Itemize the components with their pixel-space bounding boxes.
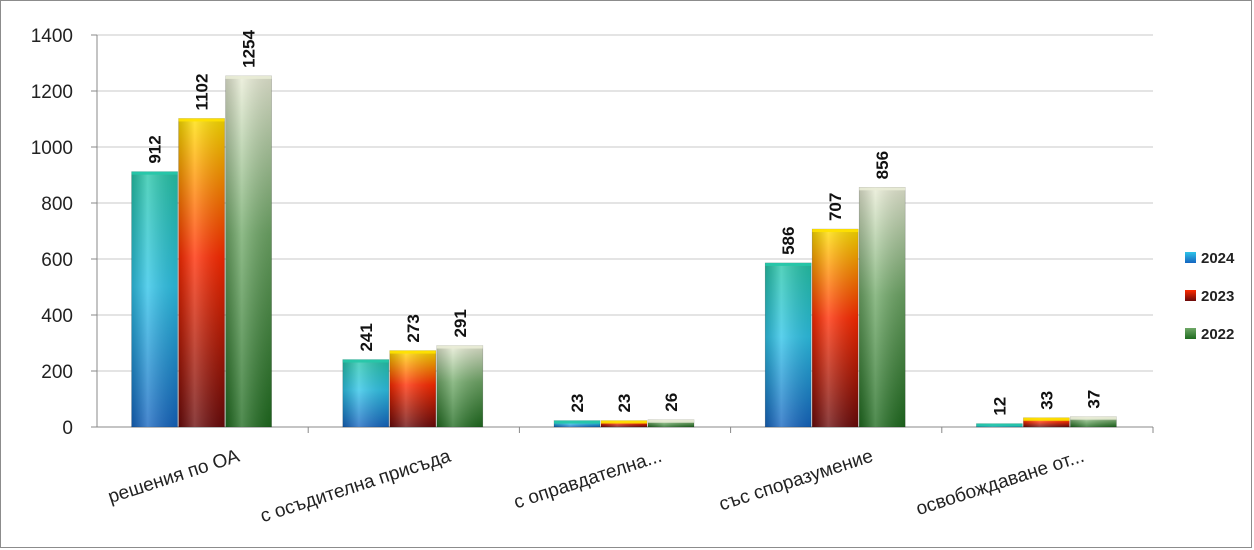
category-label: с осъдителна присъда	[258, 446, 454, 528]
bar-highlight	[342, 359, 389, 427]
data-label: 291	[451, 309, 470, 337]
bar-highlight	[389, 350, 436, 427]
bar-highlight	[648, 419, 694, 427]
y-tick-label: 1400	[31, 26, 73, 47]
bar-rim	[436, 345, 483, 349]
data-label: 1254	[240, 30, 259, 68]
y-tick-label: 1000	[31, 138, 73, 159]
data-label: 23	[568, 394, 587, 413]
bar-rim	[178, 118, 225, 122]
bar-highlight	[1070, 416, 1117, 427]
data-label: 23	[615, 394, 634, 413]
data-label: 12	[990, 397, 1009, 416]
bar-rim	[225, 75, 272, 79]
data-label: 273	[404, 314, 423, 342]
bar-rim	[1070, 416, 1117, 420]
y-tick-label: 0	[62, 418, 73, 439]
legend-swatch-2024	[1185, 252, 1196, 263]
category-label: освобождаване от...	[914, 446, 1087, 520]
bar-rim	[976, 423, 1023, 427]
bar-rim	[648, 419, 694, 423]
y-tick-label: 800	[41, 194, 73, 215]
data-label: 912	[146, 135, 165, 163]
data-label: 856	[873, 151, 892, 179]
y-tick-label: 600	[41, 250, 73, 271]
bar-rim	[859, 187, 906, 191]
y-tick-label: 1200	[31, 82, 73, 103]
bar-rim	[131, 171, 178, 175]
category-label: със споразумение	[717, 446, 876, 516]
category-label: с оправдателна...	[511, 446, 664, 514]
legend-label: 2024	[1201, 250, 1235, 267]
bar-highlight	[1023, 417, 1070, 427]
legend-label: 2022	[1201, 326, 1234, 343]
data-label: 241	[357, 323, 376, 351]
legend-swatch-2022	[1185, 328, 1196, 339]
bar-highlight	[812, 229, 859, 427]
data-labels: 912 1102 1254 241 273 291 23 23 26 586 707 856 12 33 3…	[146, 30, 1104, 416]
bar-rim	[389, 350, 436, 354]
bar-rim	[554, 420, 600, 424]
bar-highlight	[131, 171, 178, 427]
bar-highlight	[436, 345, 483, 427]
gridlines	[97, 34, 1153, 428]
legend: 2024 2023 2022	[1185, 250, 1235, 343]
bar-rim	[342, 359, 389, 363]
bar-highlight	[178, 118, 225, 427]
legend-swatch-2023	[1185, 290, 1196, 301]
data-label: 707	[826, 193, 845, 221]
bar-highlight	[859, 187, 906, 427]
bar-rim	[765, 262, 812, 266]
data-label: 586	[779, 227, 798, 255]
data-label: 1102	[193, 74, 212, 111]
y-tick-label: 200	[41, 362, 73, 383]
legend-label: 2023	[1201, 288, 1234, 305]
data-label: 26	[662, 393, 681, 412]
data-label: 37	[1084, 390, 1103, 409]
category-label: решения по ОА	[106, 446, 243, 508]
bars	[131, 75, 1117, 428]
bar-rim	[812, 229, 859, 233]
bar-rim	[1023, 417, 1070, 421]
bar-highlight	[765, 262, 812, 427]
bar-highlight	[225, 75, 272, 427]
bar-highlight	[554, 420, 600, 427]
bar-highlight	[601, 420, 647, 427]
y-tick-label: 400	[41, 306, 73, 327]
data-label: 33	[1037, 391, 1056, 410]
bar-rim	[601, 420, 647, 424]
